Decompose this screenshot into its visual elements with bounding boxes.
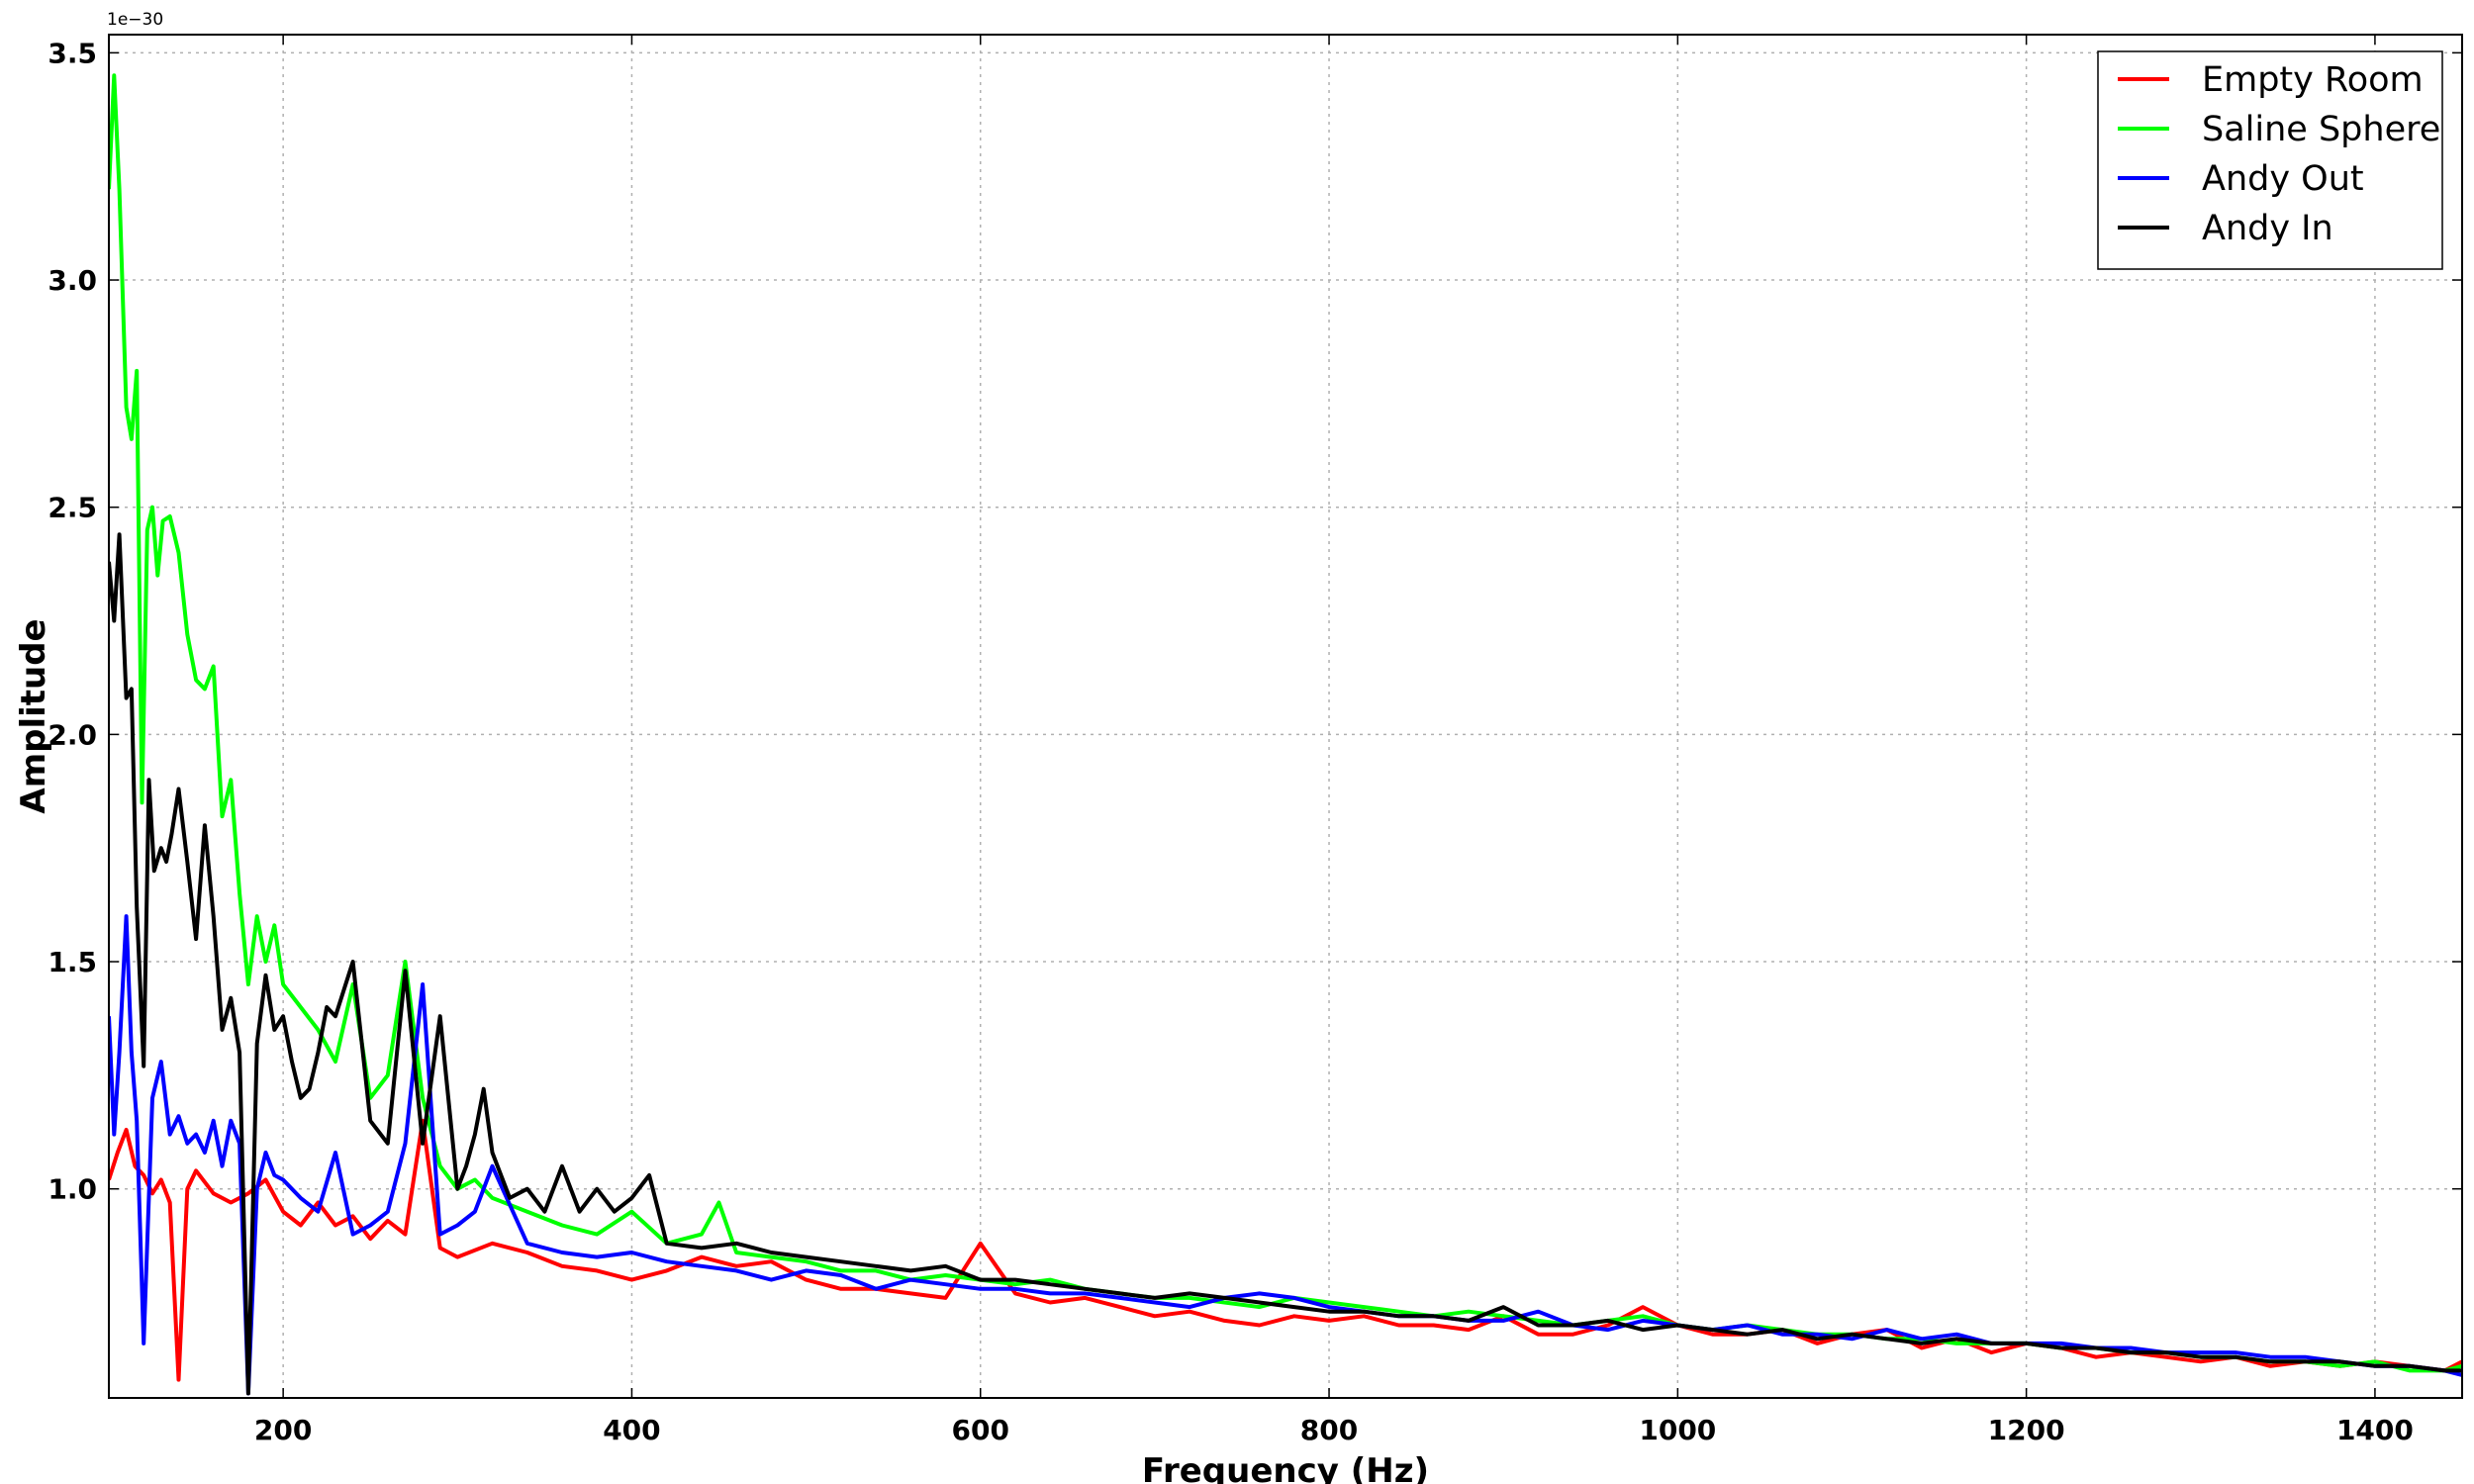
series-layer	[109, 73, 2462, 1396]
x-tick-label: 1200	[1988, 1414, 2065, 1446]
y-offset-label: 1e−30	[107, 10, 163, 30]
series-line-andy-out	[109, 914, 2462, 1396]
x-tick-label: 1400	[2336, 1414, 2414, 1446]
legend-label: Saline Sphere	[2202, 110, 2440, 149]
axis-ticks: 200 400 600 800 1000 1200 1400 1.0 1.5 2.0 2.5 3.0 3…	[48, 35, 2462, 1446]
x-tick-label: 200	[254, 1414, 312, 1446]
x-axis-label: Frequency (Hz)	[1142, 1451, 1429, 1484]
y-tick-label: 1.5	[48, 946, 97, 978]
plot-frame	[108, 34, 2463, 1399]
legend-label: Andy In	[2202, 209, 2333, 248]
legend-label: Andy Out	[2202, 159, 2364, 199]
series-line-empty-room	[109, 1118, 2462, 1382]
x-tick-label: 1000	[1639, 1414, 1716, 1446]
x-tick-label: 400	[603, 1414, 660, 1446]
y-tick-label: 3.0	[48, 264, 97, 297]
legend-box	[2097, 50, 2443, 270]
x-tick-label: 800	[1300, 1414, 1358, 1446]
y-tick-label: 2.0	[48, 718, 97, 751]
x-tick-label: 600	[952, 1414, 1009, 1446]
series-line-andy-in	[109, 532, 2462, 1396]
legend-label: Empty Room	[2202, 60, 2424, 100]
y-axis-label: Amplitude	[14, 618, 53, 813]
y-tick-label: 3.5	[48, 37, 97, 69]
y-tick-label: 1.0	[48, 1173, 97, 1206]
grid	[109, 35, 2462, 1398]
y-tick-label: 2.5	[48, 492, 97, 524]
legend: Empty Room Saline Sphere Andy Out Andy In	[2097, 50, 2443, 270]
